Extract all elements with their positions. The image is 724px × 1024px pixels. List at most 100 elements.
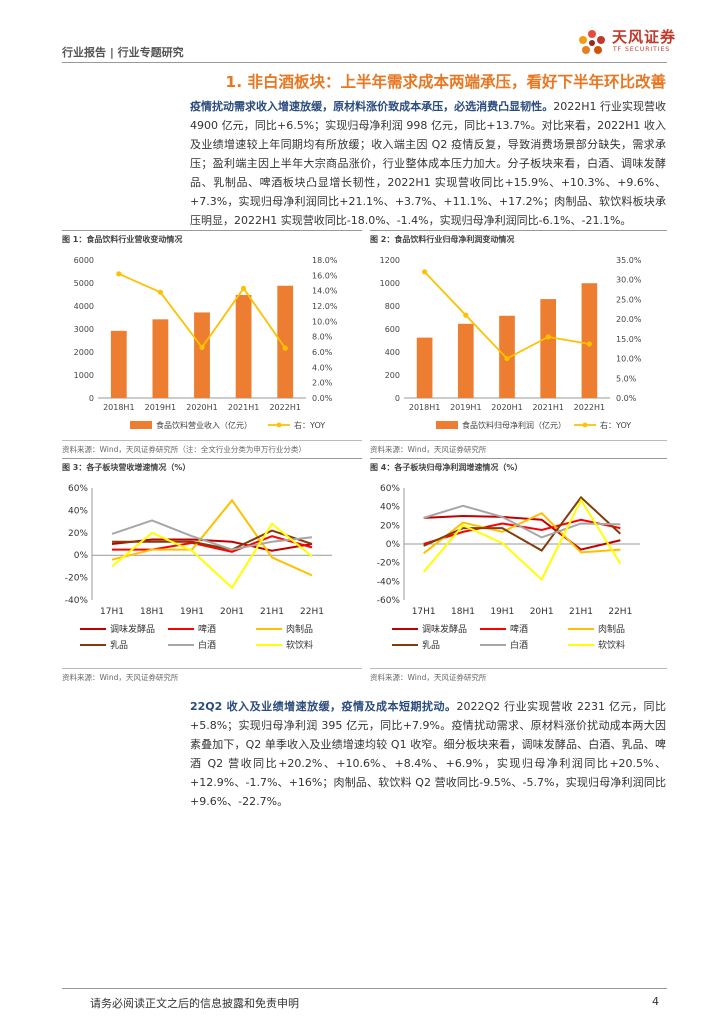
- fig2-top-rule: [370, 230, 667, 231]
- right-tick-label: 18.0%: [312, 256, 338, 265]
- legend-line-label: 右：YOY: [600, 420, 631, 430]
- series-line: [111, 522, 313, 590]
- series-line: [111, 519, 313, 551]
- legend-label: 乳品: [110, 639, 128, 651]
- left-tick-label: 1200: [380, 256, 400, 265]
- legend-label: 啤酒: [510, 623, 528, 635]
- right-tick-label: 5.0%: [616, 374, 637, 383]
- right-tick-label: 4.0%: [312, 363, 333, 372]
- x-tick-label: 22H1: [300, 607, 324, 617]
- legend-label: 调味发酵品: [422, 623, 467, 635]
- yoy-point: [504, 355, 510, 362]
- series-line: [423, 514, 621, 551]
- left-tick-label: 800: [385, 302, 400, 311]
- left-tick-label: 0: [89, 394, 94, 403]
- header-divider: [62, 62, 667, 63]
- right-tick-label: 10.0%: [312, 317, 338, 326]
- yoy-point: [545, 334, 551, 340]
- x-tick-label: 19H1: [180, 607, 204, 617]
- yoy-point: [199, 344, 205, 350]
- x-tick-label: 17H1: [100, 607, 124, 617]
- series-line: [422, 498, 622, 582]
- left-tick-label: 1000: [380, 279, 400, 288]
- x-tick-label: 18H1: [451, 607, 475, 617]
- right-tick-label: 10.0%: [616, 355, 642, 364]
- y-tick-label: 20%: [68, 529, 88, 539]
- fig1-source: 资料来源：Wind，天风证券研究所（注：全文行业分类为申万行业分类）: [62, 445, 306, 454]
- fig2-profit-chart: 0 200 400 600 800 1000 1200 0.0% 5.0% 10.0% 15.0% 2…: [380, 256, 642, 430]
- y-tick-label: 40%: [68, 506, 88, 516]
- x-tick-label: 21H1: [569, 607, 593, 617]
- legend-label: 白酒: [198, 639, 216, 651]
- tf-securities-logo: 天风证券 TF SECURITIES: [572, 24, 692, 60]
- left-tick-label: 1000: [74, 371, 94, 380]
- left-tick-label: 400: [385, 348, 400, 357]
- series-line: [112, 529, 313, 551]
- bar: [194, 312, 210, 398]
- x-tick-label: 2020H1: [186, 403, 217, 412]
- legend-label: 调味发酵品: [110, 623, 155, 635]
- logo-cn-text: 天风证券: [612, 28, 677, 46]
- fig1-revenue-chart: 0 1000 2000 3000 4000 5000 6000 0.0% 2.0% 4.0% 6.0…: [74, 256, 338, 430]
- series-line: [111, 538, 313, 552]
- right-tick-label: 35.0%: [616, 256, 642, 265]
- x-tick-label: 2022H1: [574, 403, 605, 412]
- fig1-title: 图 1：食品饮料行业营收变动情况: [62, 235, 183, 244]
- y-tick-label: -20%: [377, 559, 401, 569]
- paragraph-1-body: 2022H1 行业实现营收 4900 亿元，同比+6.5%；实现归母净利润 99…: [190, 100, 666, 227]
- legend-label: 软饮料: [286, 639, 313, 651]
- left-tick-label: 3000: [74, 325, 94, 334]
- yoy-point: [463, 312, 469, 318]
- fig3-revenue-growth-chart: 60% 40% 20% 0% -20% -40% 17H1 18H1 19H1 20H1 21H1 2…: [65, 484, 332, 651]
- fig2-source: 资料来源：Wind，天风证券研究所: [370, 445, 487, 454]
- footer-divider: [62, 988, 667, 989]
- y-tick-label: 60%: [380, 484, 400, 494]
- x-tick-label: 2020H1: [491, 403, 522, 412]
- bar: [235, 294, 252, 398]
- left-tick-label: 2000: [74, 348, 94, 357]
- fig1-bottom-rule: [62, 440, 362, 441]
- left-tick-label: 5000: [74, 279, 94, 288]
- fig3-bottom-rule: [62, 668, 362, 669]
- legend-line-marker: [276, 422, 282, 428]
- series-line: [112, 535, 313, 553]
- legend-bar-swatch: [130, 421, 152, 429]
- report-header: 行业报告 | 行业专题研究: [62, 46, 184, 59]
- legend-bar-label: 食品饮料营业收入（亿元）: [156, 420, 252, 430]
- x-tick-label: 2021H1: [532, 403, 563, 412]
- bar: [581, 283, 598, 398]
- legend-label: 肉制品: [286, 623, 313, 635]
- x-tick-label: 2018H1: [409, 403, 440, 412]
- x-tick-label: 20H1: [220, 607, 244, 617]
- y-tick-label: -40%: [377, 577, 401, 587]
- yoy-point: [422, 269, 428, 275]
- bar: [152, 319, 169, 398]
- fig2-title: 图 2：食品饮料行业归母净利润变动情况: [370, 235, 515, 244]
- x-tick-label: 2019H1: [450, 403, 481, 412]
- left-tick-label: 200: [385, 371, 400, 380]
- right-tick-label: 12.0%: [312, 302, 338, 311]
- fig3-title: 图 3：各子板块营收增速情况（%）: [62, 463, 191, 472]
- x-tick-label: 18H1: [140, 607, 164, 617]
- x-tick-label: 19H1: [490, 607, 514, 617]
- paragraph-2: 22Q2 收入及业绩增速放缓，疫情及成本短期扰动。2022Q2 行业实现营收 2…: [190, 697, 666, 811]
- fig4-source: 资料来源：Wind，天风证券研究所: [370, 673, 487, 682]
- left-tick-label: 600: [385, 325, 400, 334]
- right-tick-label: 20.0%: [616, 315, 642, 324]
- yoy-point: [282, 345, 288, 351]
- x-tick-label: 17H1: [412, 607, 436, 617]
- series-line: [423, 511, 621, 555]
- right-tick-label: 25.0%: [616, 295, 642, 304]
- y-tick-label: 40%: [380, 503, 400, 513]
- legend-bar-swatch: [436, 421, 458, 429]
- series-line: [111, 498, 313, 577]
- y-tick-label: 0%: [386, 540, 401, 550]
- fig2-bottom-rule: [370, 440, 667, 441]
- right-tick-label: 6.0%: [312, 348, 333, 357]
- legend-label: 肉制品: [598, 623, 625, 635]
- paragraph-1: 疫情扰动需求收入增速放缓，原材料涨价致成本承压，必选消费凸显韧性。2022H1 …: [190, 97, 666, 230]
- fig4-profit-growth-chart: 60% 40% 20% 0% -20% -40% -60% 17H1 18H1 19H1 20H1 2…: [377, 484, 640, 651]
- page-number: 4: [652, 995, 659, 1008]
- legend-line-label: 右：YOY: [294, 420, 325, 430]
- bar: [457, 323, 474, 398]
